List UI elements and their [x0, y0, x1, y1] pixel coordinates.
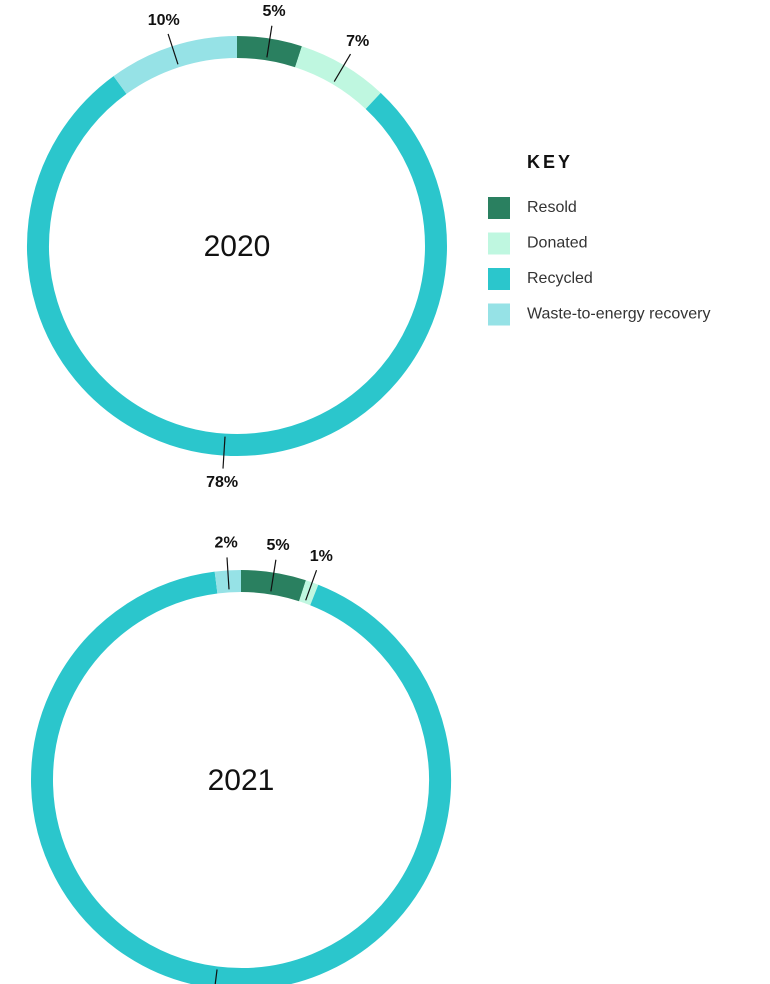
- donut-segment: [113, 36, 238, 95]
- legend-swatch: [488, 303, 510, 326]
- legend-title: KEY: [527, 152, 573, 172]
- legend-swatch: [488, 232, 510, 255]
- data-label: 78%: [206, 474, 238, 491]
- data-label: 10%: [148, 12, 180, 29]
- leader-line: [214, 969, 218, 984]
- data-label: 5%: [267, 537, 290, 554]
- data-label: 2%: [215, 535, 238, 552]
- data-label: 1%: [310, 548, 333, 565]
- legend-swatch: [488, 268, 510, 290]
- legend-label: Resold: [527, 199, 577, 216]
- leader-line: [222, 436, 226, 469]
- chart-title: 2020: [204, 230, 271, 263]
- legend-label: Recycled: [527, 270, 593, 287]
- leader-line: [226, 557, 230, 590]
- chart-title: 2021: [208, 764, 275, 797]
- donut-segment: [27, 76, 447, 456]
- leader-line: [270, 559, 277, 592]
- leader-line: [266, 25, 273, 58]
- legend-label: Donated: [527, 235, 588, 252]
- leader-line: [167, 33, 179, 65]
- legend-label: Waste-to-energy recovery: [527, 306, 710, 323]
- legend-swatch: [488, 197, 510, 219]
- leader-line: [305, 569, 318, 601]
- data-label: 5%: [263, 3, 286, 20]
- leader-line: [333, 53, 352, 82]
- data-label: 7%: [346, 33, 369, 50]
